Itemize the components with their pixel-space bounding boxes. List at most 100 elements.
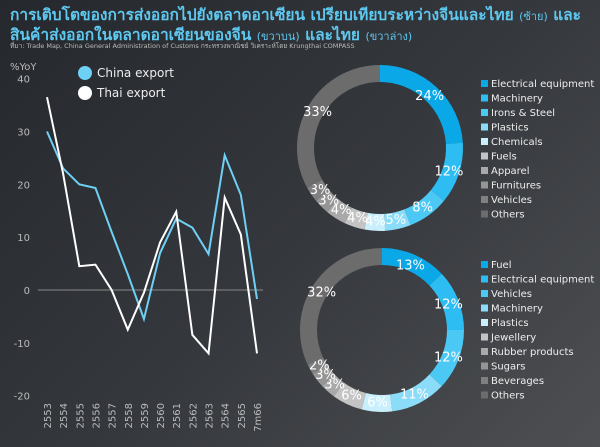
slice-label: 6% <box>367 395 388 410</box>
series-line-china <box>46 131 258 323</box>
slice-label: 5% <box>386 213 407 228</box>
donut-slice <box>389 374 442 412</box>
y-tick-label: 20 <box>17 180 30 191</box>
x-tick-label: 2563 <box>205 403 216 428</box>
legend-swatch <box>481 333 488 341</box>
title-part: การเติบโตของการส่งออกไปยังตลาดอาเซียน เป… <box>10 6 514 24</box>
legend-swatch <box>481 94 488 102</box>
donut-slice <box>430 142 463 201</box>
legend-label-china: Others <box>491 210 525 221</box>
x-tick-label: 7m66 <box>253 403 264 432</box>
x-tick-label: 2562 <box>188 403 199 428</box>
legend-swatch <box>481 319 488 326</box>
legend-swatch <box>481 275 488 283</box>
slice-label: 8% <box>412 201 433 216</box>
donut-slice <box>333 382 367 410</box>
slice-label: 4% <box>365 214 386 229</box>
legend-label-china: Furnitures <box>491 181 541 192</box>
slice-label: 3% <box>310 183 331 198</box>
title-note: (ขวาล่าง) <box>365 30 413 43</box>
slice-label: 6% <box>341 389 362 404</box>
x-tick-label: 2564 <box>221 403 232 428</box>
y-tick-label: 30 <box>17 128 30 139</box>
slice-label: 32% <box>307 286 336 301</box>
legend-label-china: Chemicals <box>491 137 543 148</box>
legend-label-thai: Plastics <box>491 318 529 329</box>
title-part: และไทย <box>305 26 361 44</box>
slice-label: 12% <box>434 350 463 365</box>
legend-label-china: Vehicles <box>491 195 532 206</box>
legend-label-china: Fuels <box>491 152 517 163</box>
chart-title: การเติบโตของการส่งออกไปยังตลาดอาเซียน เป… <box>10 6 600 46</box>
legend-label-thai: Sugars <box>491 362 525 373</box>
legend-swatch <box>481 362 488 370</box>
legend-swatch <box>481 290 488 297</box>
legend-label-thai: Jewellery <box>490 333 536 344</box>
legend-label-thai: Vehicles <box>491 289 532 300</box>
legend-swatch <box>481 167 488 174</box>
x-tick-label: 2553 <box>43 403 54 428</box>
donut-slice <box>404 189 444 226</box>
y-axis-label: %YoY <box>10 62 37 73</box>
x-tick-label: 2555 <box>75 403 86 428</box>
slice-label: 24% <box>415 89 444 104</box>
donut-slice <box>312 364 335 387</box>
legend-swatch <box>481 152 488 160</box>
legend-label-china: Plastics <box>491 123 529 134</box>
y-tick-label: -20 <box>14 392 30 403</box>
legend-swatch <box>481 109 488 116</box>
slice-label: 13% <box>396 258 425 273</box>
legend-label-thai: Electrical equipment <box>491 275 594 286</box>
y-tick-label: -10 <box>14 339 30 350</box>
donut-slice <box>307 179 330 201</box>
legend-label: China export <box>97 66 174 80</box>
y-tick-label: 40 <box>17 75 30 86</box>
legend-swatch <box>78 66 92 80</box>
x-tick-label: 2558 <box>124 403 135 428</box>
legend-label-china: Irons & Steel <box>491 108 555 119</box>
y-tick-label: 10 <box>17 233 30 244</box>
legend-swatch <box>481 196 488 203</box>
legend-label: Thai export <box>96 86 166 100</box>
donut-slice <box>429 273 464 331</box>
donut-slice <box>316 189 339 212</box>
title-note: (ซ้าย) <box>519 10 548 23</box>
slice-label: 4% <box>331 203 352 218</box>
y-tick-label: 0 <box>24 286 30 297</box>
title-part: สินค้าส่งออกในตลาดอาเซียนของจีน <box>10 26 252 44</box>
legend-label-china: Apparel <box>491 166 530 177</box>
donut-slice <box>361 392 393 412</box>
x-tick-label: 2554 <box>59 403 70 428</box>
series-line-thai <box>46 96 258 356</box>
x-tick-label: 2559 <box>140 403 151 428</box>
slice-label: 4% <box>347 211 368 226</box>
legend-swatch <box>481 377 488 384</box>
donut-slice <box>364 212 386 231</box>
legend-label-china: Machinery <box>491 94 543 105</box>
legend-swatch <box>481 123 488 131</box>
slice-label: 3% <box>315 368 336 383</box>
slice-label: 11% <box>400 388 429 403</box>
legend-swatch <box>481 181 488 189</box>
donut-slice <box>344 207 368 230</box>
source-note: ที่มา: Trade Map, China General Administ… <box>10 42 355 50</box>
legend-label-china: Electrical equipment <box>491 79 594 90</box>
donut-slice <box>383 209 411 231</box>
donut-slice <box>379 65 463 145</box>
legend-label-thai: Beverages <box>491 376 544 387</box>
legend-swatch <box>481 261 488 268</box>
legend-swatch <box>78 86 92 100</box>
x-tick-label: 2565 <box>237 403 248 428</box>
x-tick-label: 2560 <box>156 403 167 428</box>
legend-swatch <box>481 304 488 312</box>
legend-swatch <box>481 391 488 399</box>
title-part: และ <box>553 6 582 24</box>
x-tick-label: 2557 <box>108 403 119 428</box>
legend-swatch <box>481 348 488 355</box>
legend-label-thai: Rubber products <box>491 347 574 358</box>
slice-label: 12% <box>434 164 463 179</box>
legend-swatch <box>481 138 488 145</box>
x-tick-label: 2561 <box>172 403 183 428</box>
legend-label-thai: Others <box>491 391 525 402</box>
